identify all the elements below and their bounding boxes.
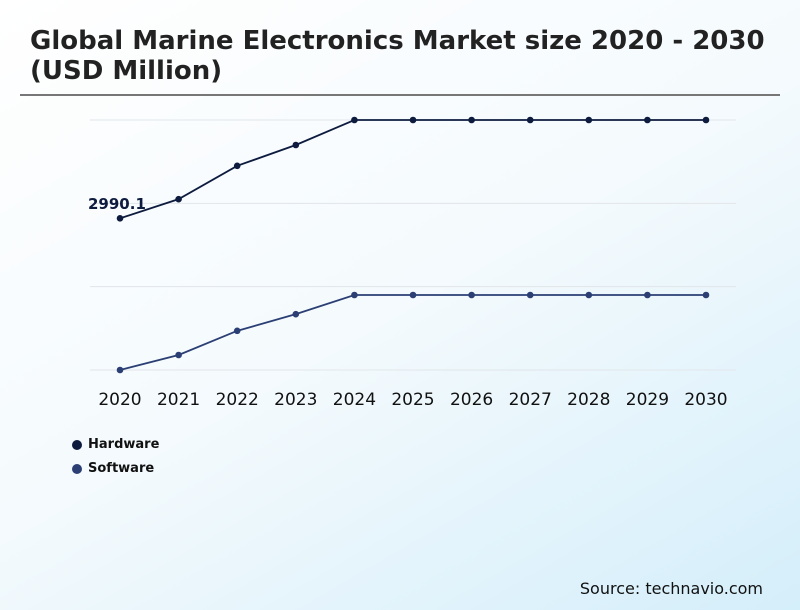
data-point-hardware [644, 116, 651, 124]
data-point-software [292, 310, 300, 318]
x-tick-label: 2022 [216, 390, 259, 410]
x-tick-label: 2023 [274, 390, 317, 410]
title-divider [20, 94, 780, 96]
x-tick-label: 2030 [684, 390, 727, 410]
data-point-hardware [175, 195, 182, 203]
x-tick-label: 2028 [567, 390, 610, 410]
data-point-software [409, 291, 417, 299]
legend-label: Hardware [88, 437, 160, 452]
data-point-software [526, 291, 534, 299]
legend-marker-icon [72, 463, 82, 474]
data-point-hardware [233, 162, 241, 170]
data-point-software [116, 366, 124, 374]
x-tick-label: 2025 [391, 390, 434, 410]
series-line-software [119, 294, 706, 371]
chart-title: Global Marine Electronics Market size 20… [30, 26, 765, 86]
legend-label: Software [88, 461, 155, 476]
data-point-hardware [526, 116, 534, 124]
data-point-software [175, 351, 182, 359]
data-point-hardware [351, 116, 358, 124]
x-tick-label: 2021 [157, 390, 200, 410]
x-tick-label: 2020 [98, 390, 141, 410]
data-point-hardware [292, 141, 300, 149]
data-point-software [644, 291, 651, 299]
data-point-software [585, 291, 593, 299]
legend-item-software: Software [72, 461, 154, 476]
source-note: Source: technavio.com [579, 579, 763, 598]
data-point-hardware [702, 116, 710, 124]
x-tick-label: 2024 [333, 390, 376, 410]
x-tick-label: 2029 [626, 390, 669, 410]
legend-item-hardware: Hardware [72, 437, 159, 452]
legend-marker-icon [72, 439, 82, 450]
data-point-software [468, 291, 475, 299]
data-label: 2990.1 [88, 195, 146, 213]
data-point-hardware [409, 116, 417, 124]
data-point-software [702, 291, 710, 299]
data-point-software [351, 291, 358, 299]
data-point-hardware [585, 116, 593, 124]
data-point-software [233, 327, 241, 335]
x-tick-label: 2026 [450, 390, 493, 410]
data-point-hardware [116, 215, 124, 222]
data-point-hardware [468, 116, 475, 124]
x-tick-label: 2027 [509, 390, 552, 410]
